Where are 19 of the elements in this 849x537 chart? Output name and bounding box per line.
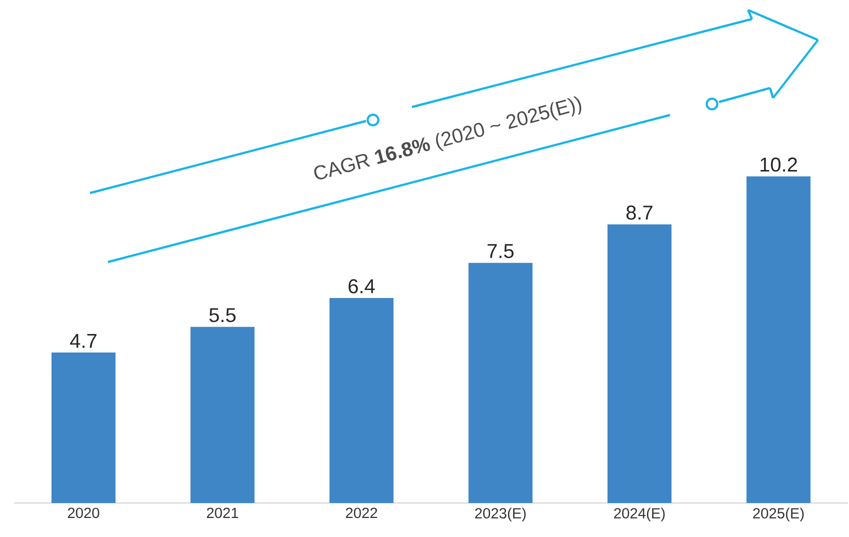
data-label: 5.5 [209,308,236,322]
annotation: CAGR 16.8% (2020 ~ 2025(E)) [314,96,582,180]
data-label: 6.4 [348,279,375,294]
bar [52,352,116,503]
bar [330,298,394,503]
data-label: 4.7 [70,334,96,348]
bar [190,326,255,503]
x-tick-label: 2020 [68,508,100,518]
bar [608,224,672,503]
data-label: 7.5 [488,244,514,258]
bar [746,176,811,503]
x-tick-label: 2024(E) [614,508,665,522]
data-label: 10.2 [760,158,797,172]
x-tick-label: 2023(E) [475,508,526,522]
x-tick-label: 2025(E) [753,508,804,522]
bar [468,262,533,503]
x-tick-label: 2021 [206,508,238,518]
data-label: 8.7 [626,206,652,220]
x-tick-label: 2022 [346,508,378,518]
